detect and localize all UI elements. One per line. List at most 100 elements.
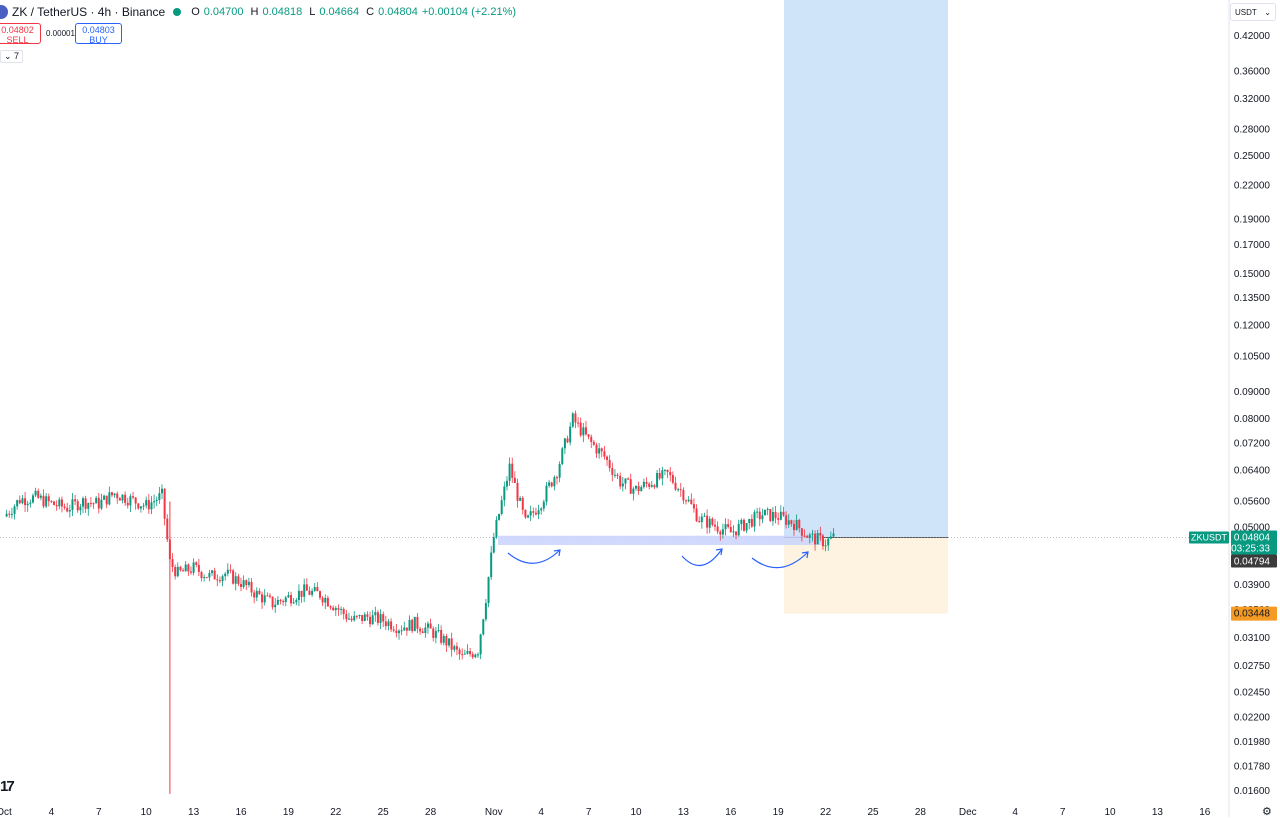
candle [129,493,132,512]
y-tick-label: 0.36000 [1234,67,1271,78]
candle [782,506,785,517]
candle [648,482,651,490]
candle [405,627,408,636]
candle [350,615,353,622]
x-tick-label: 28 [425,807,437,817]
candle [548,480,551,488]
candle [542,499,545,512]
candle [569,422,572,446]
candle [195,561,198,568]
candle [785,511,788,529]
candle [611,462,614,482]
candle [213,567,216,580]
candle [89,497,92,508]
candle [39,493,42,501]
candle [66,502,69,513]
candle [661,466,664,486]
candle [663,469,666,476]
candle [545,481,548,506]
candle [76,499,79,513]
candle [384,616,387,631]
candle [771,506,774,526]
candle [63,503,66,510]
candles [5,410,835,794]
candle [232,568,235,585]
candle [653,483,656,490]
candle [216,574,219,587]
candle [627,477,630,481]
candle [719,529,722,541]
candle [150,496,153,515]
x-tick-label: 22 [330,807,342,817]
candle [608,455,611,472]
indicators-toggle[interactable]: ⌄ 7 [0,50,24,63]
y-tick-label: 0.19000 [1234,214,1271,225]
svg-text:ZKUSDT: ZKUSDT [1191,532,1228,542]
candle [374,606,377,622]
y-tick-label: 0.10500 [1234,351,1271,362]
open-label: O [191,6,200,18]
candle [234,572,237,591]
candle [727,518,730,529]
candle [521,495,524,515]
candle [434,626,437,644]
y-tick-label: 0.42000 [1234,31,1271,42]
candle [421,628,424,634]
candle [411,618,414,634]
candle [226,563,229,577]
candle [821,533,824,550]
gear-icon[interactable]: ⚙ [1262,806,1272,818]
candle [429,618,432,629]
buy-button[interactable]: 0.04803 BUY [75,23,122,45]
candle [766,507,769,516]
curved-arrow[interactable] [751,551,809,569]
candle [326,595,329,607]
currency-select[interactable]: USDT ⌄ [1230,3,1276,21]
curved-arrow[interactable] [507,549,561,564]
candle [814,530,817,551]
candle [471,651,474,659]
target-zone[interactable] [784,0,948,538]
candle [45,493,48,509]
candle [561,446,564,466]
candle [703,512,706,518]
candle [790,519,793,527]
candle [221,574,224,587]
symbol-title[interactable]: ZK / TetherUS · 4h · Binance [12,5,166,19]
candle [603,445,606,460]
candle [155,496,158,507]
y-tick-label: 0.25000 [1234,151,1271,162]
candle [390,618,393,633]
curved-arrow[interactable] [681,548,723,566]
candle [453,644,456,653]
candle [632,486,635,501]
currency-label: USDT [1235,7,1257,17]
sell-button[interactable]: 0.04802 SELL [0,23,41,45]
candle [200,570,203,582]
open-value: 0.04700 [203,6,244,18]
candle [761,508,764,524]
candle [392,625,395,633]
candle [419,626,422,635]
candle [395,623,398,638]
candle [721,523,724,539]
candle [316,582,319,592]
stop-zone[interactable] [784,537,948,614]
y-tick-label: 0.06400 [1234,466,1271,477]
candle [800,527,803,542]
candle [121,494,124,504]
tradingview-logo-icon: 17 [0,778,15,795]
x-tick-label: 25 [867,807,879,817]
candle [637,481,640,495]
buy-label: BUY [89,35,108,45]
candle [824,539,827,552]
y-tick-label: 0.13500 [1234,293,1271,304]
candle [487,576,490,608]
support-zone[interactable] [498,535,824,546]
candle [137,503,140,510]
candle [437,623,440,633]
indicators-count: 7 [14,51,20,61]
candle [508,457,511,486]
